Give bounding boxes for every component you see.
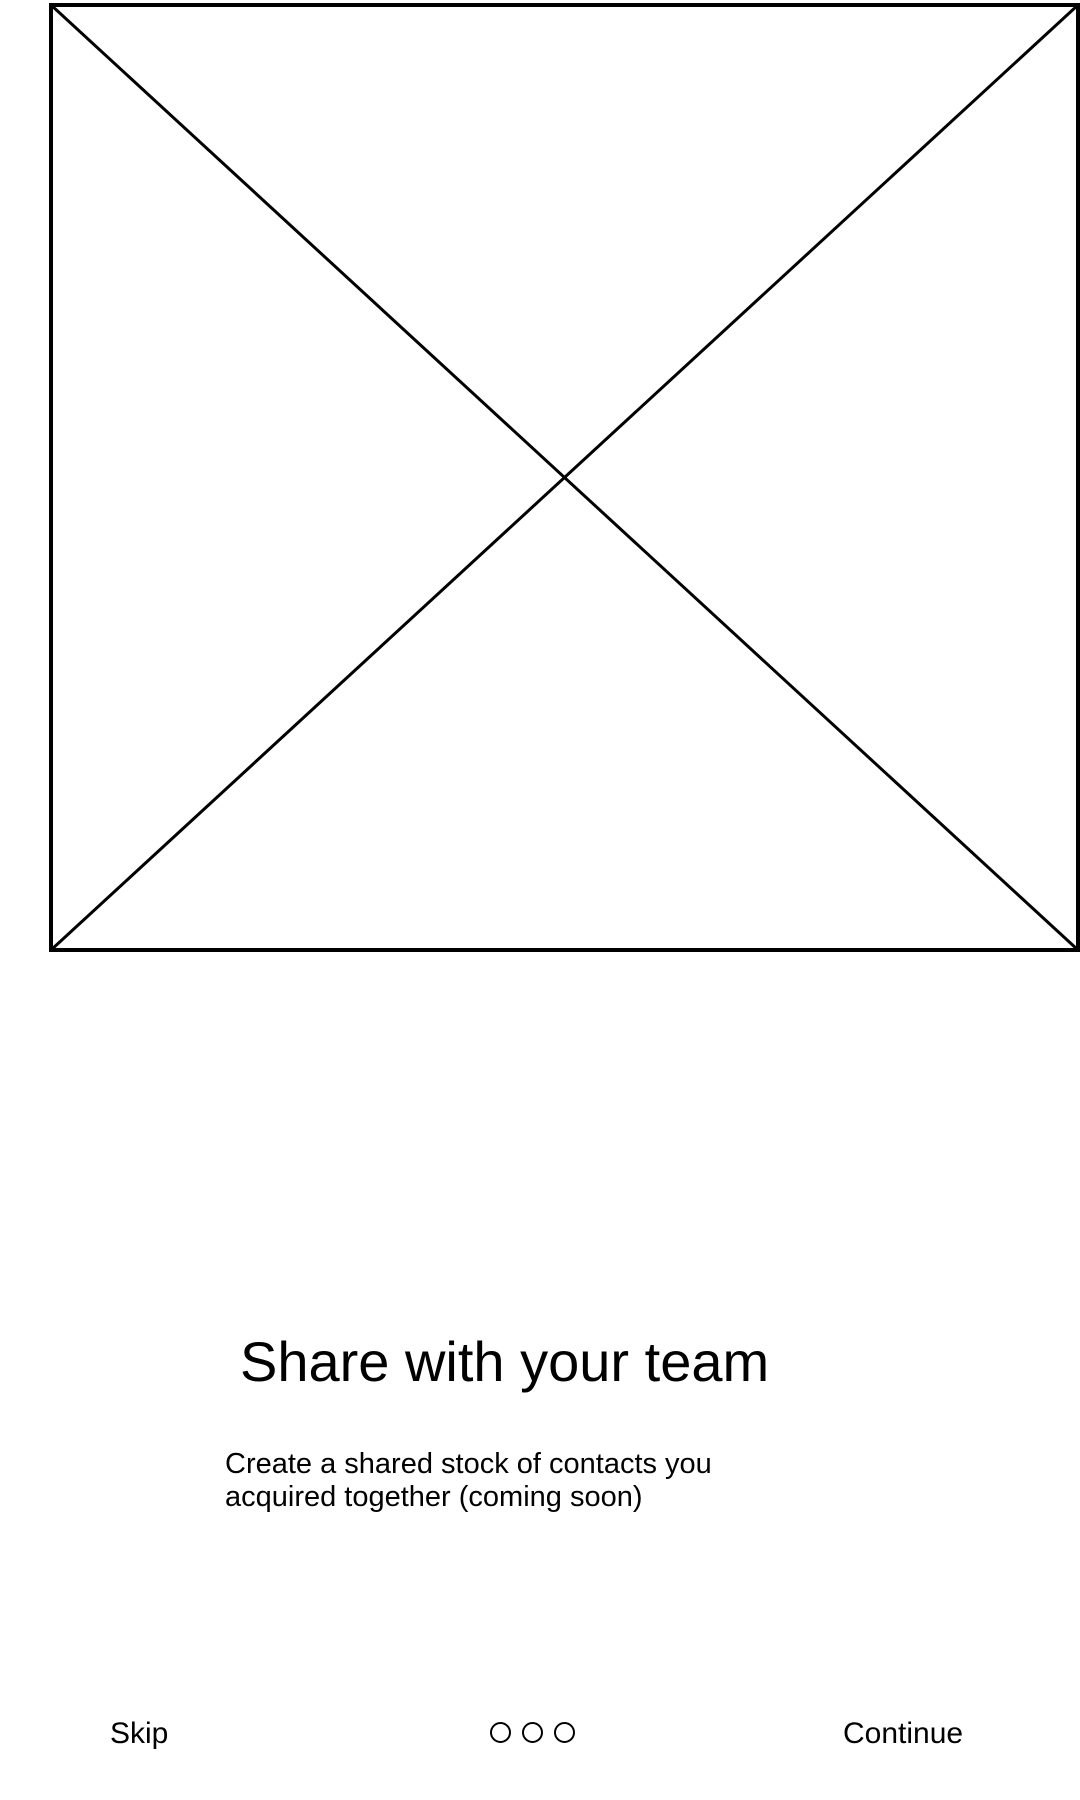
onboarding-description-line-1: Create a shared stock of contacts you: [225, 1448, 712, 1480]
continue-button[interactable]: Continue: [843, 1717, 964, 1750]
page-indicator-dot-1[interactable]: [490, 1722, 511, 1743]
page-indicator-dot-2[interactable]: [522, 1722, 543, 1743]
page-indicator: [490, 1722, 575, 1743]
skip-button[interactable]: Skip: [110, 1717, 169, 1750]
onboarding-description: Create a shared stock of contacts you ac…: [225, 1448, 785, 1514]
image-placeholder-frame: [49, 3, 1080, 952]
image-placeholder-icon: [49, 3, 1080, 952]
onboarding-title: Share with your team: [240, 1330, 770, 1393]
onboarding-description-line-2: acquired together (coming soon): [225, 1481, 643, 1513]
image-placeholder-svg: [49, 3, 1080, 952]
image-placeholder-diagonal-2: [49, 3, 1080, 952]
page-indicator-dot-3[interactable]: [554, 1722, 575, 1743]
